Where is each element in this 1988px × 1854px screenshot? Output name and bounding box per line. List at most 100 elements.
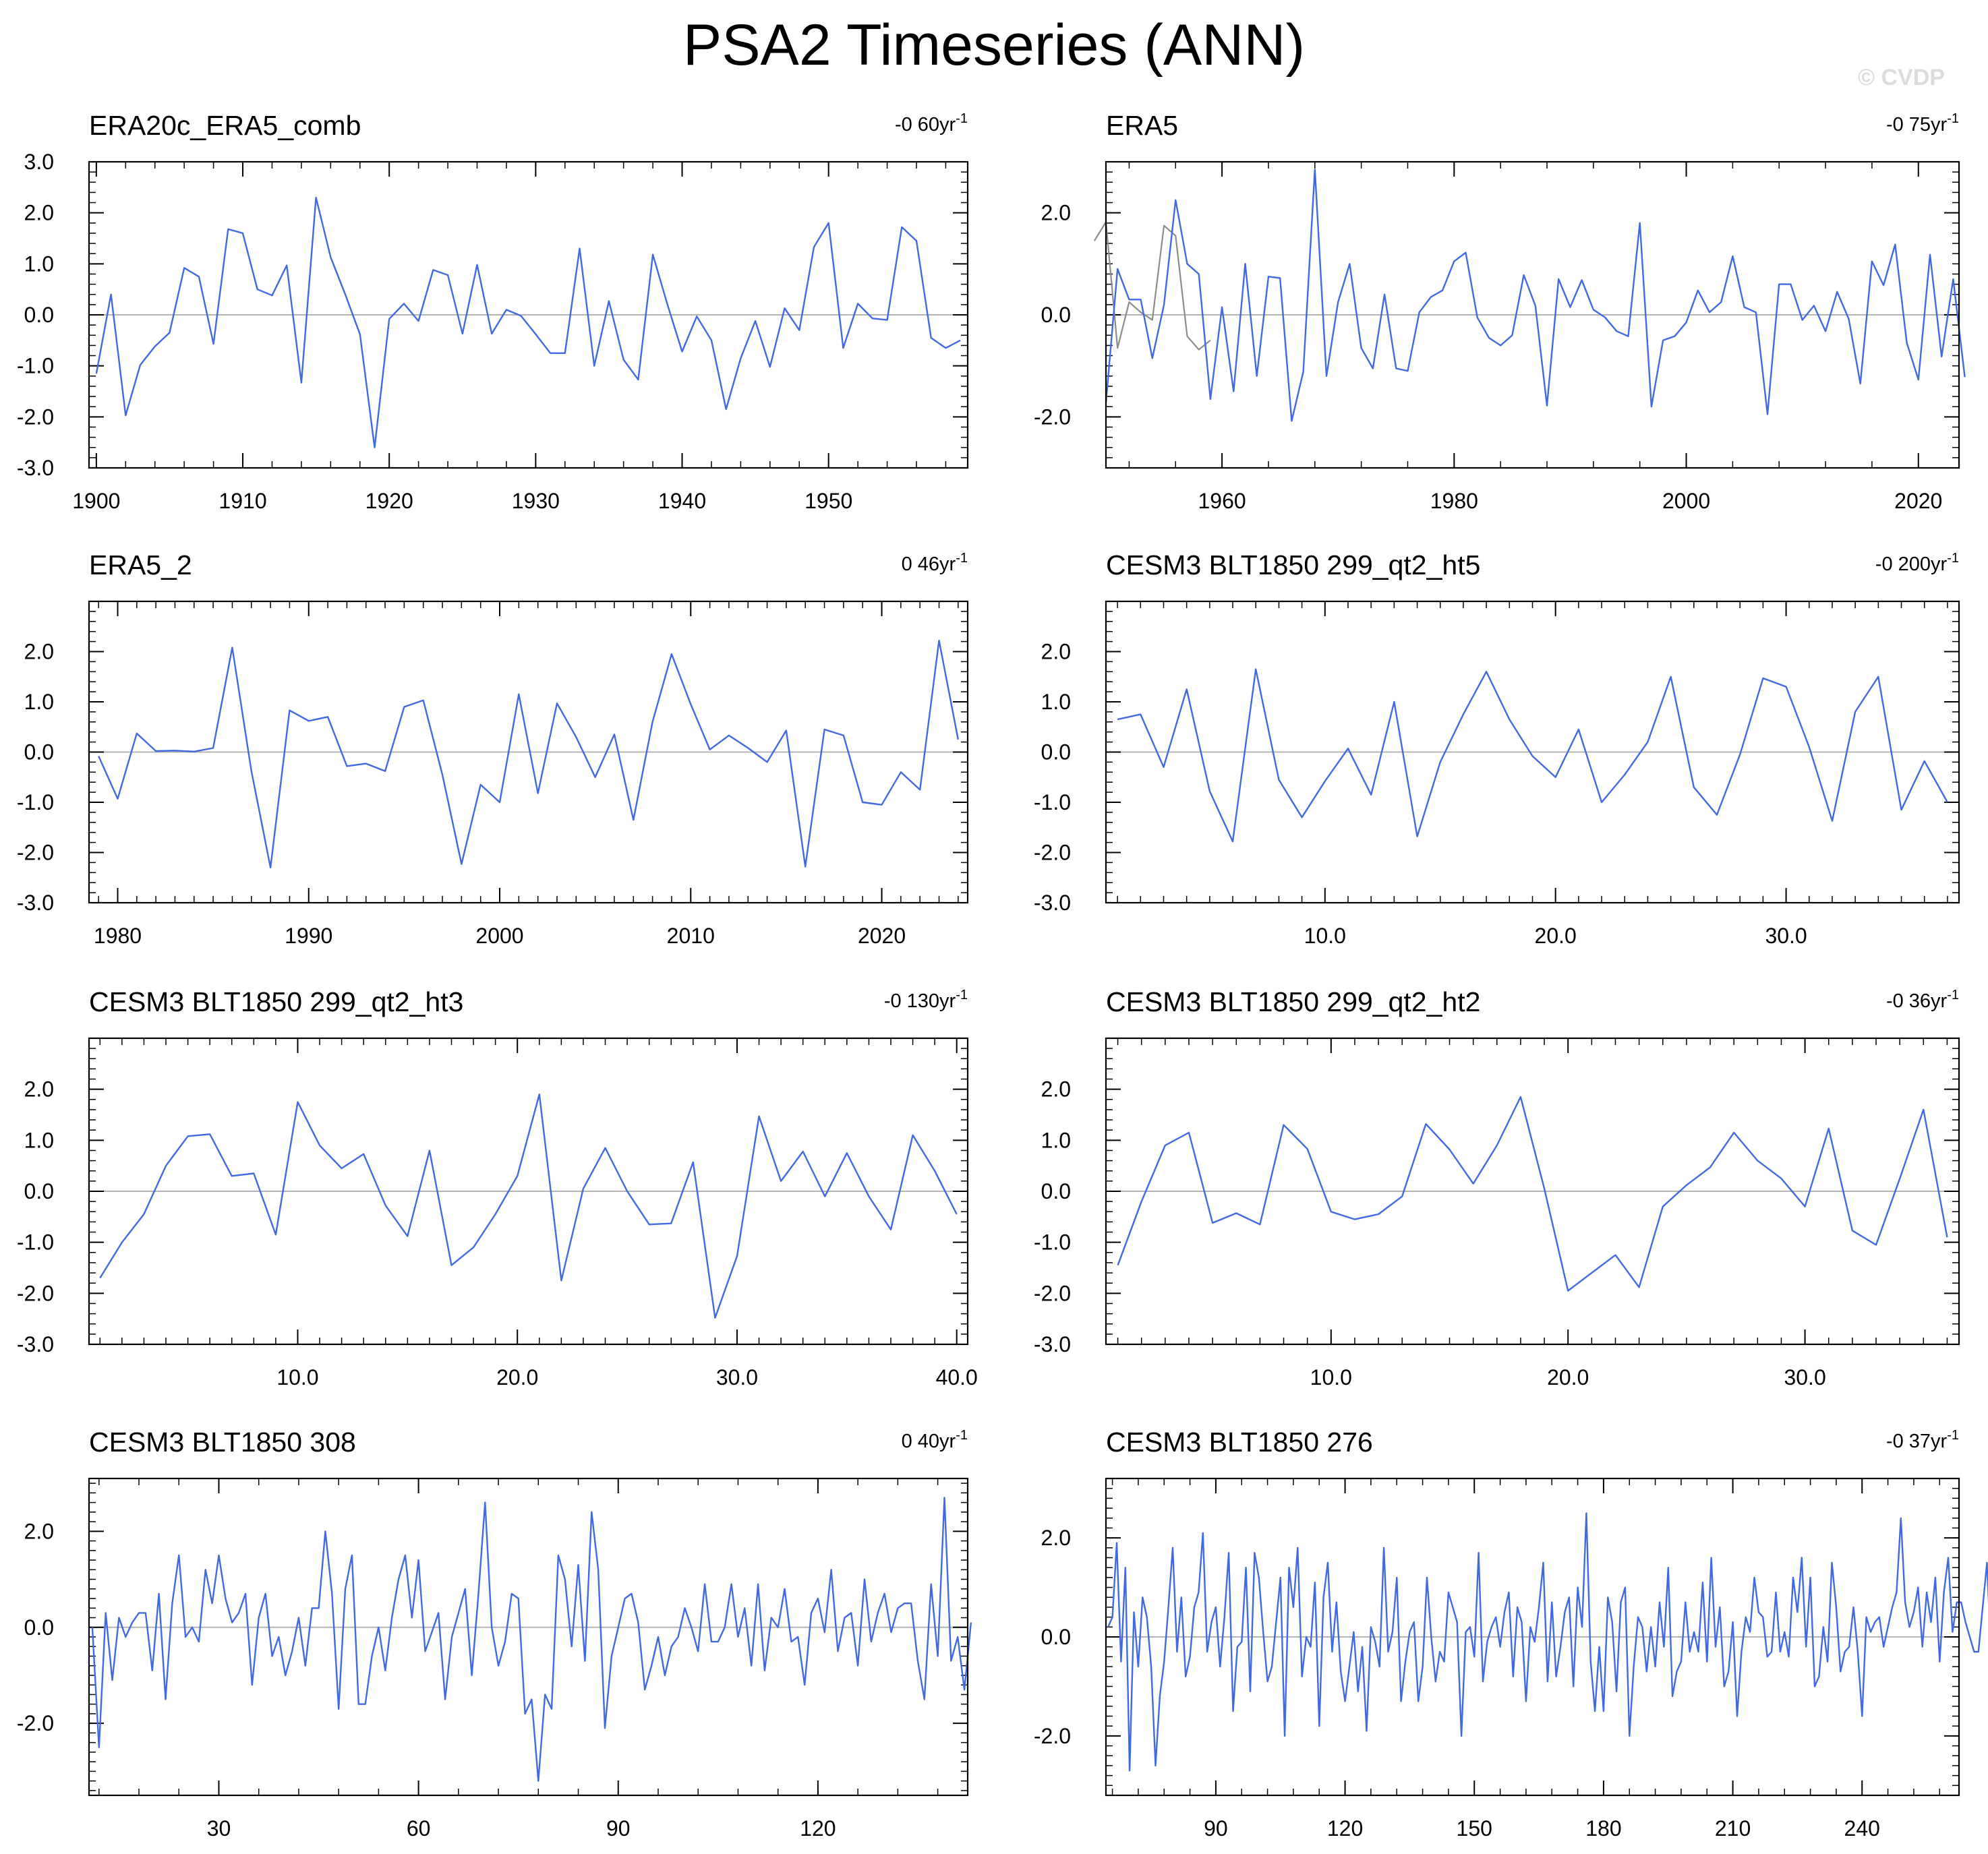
- trend-value: -0 60yr: [895, 114, 956, 136]
- trend-value: 0 46yr: [902, 554, 956, 575]
- trend-value: -0 36yr: [1886, 990, 1948, 1012]
- trend-unit-sup: -1: [956, 111, 968, 126]
- trend-unit-sup: -1: [956, 1428, 968, 1443]
- plot-frame: [88, 160, 969, 469]
- y-tick-label: -3.0: [17, 891, 54, 915]
- plot-frame: [88, 1037, 969, 1346]
- y-tick-label: 2.0: [24, 201, 54, 225]
- panel-title: CESM3 BLT1850 299_qt2_ht5: [1106, 549, 1480, 580]
- x-tick-label: 120: [800, 1816, 836, 1841]
- y-tick-label: 2.0: [1041, 1077, 1071, 1102]
- x-tick-label: 60: [407, 1816, 431, 1841]
- trend-label: -0 200yr-1: [1875, 551, 1959, 575]
- y-tick-label: 0.0: [24, 740, 54, 765]
- x-tick-label: 180: [1585, 1816, 1621, 1841]
- x-tick-label: 2020: [1894, 489, 1942, 513]
- y-tick-label: 1.0: [1041, 1128, 1071, 1152]
- watermark: © CVDP: [1858, 65, 1945, 90]
- series-line: [1105, 169, 1966, 422]
- y-tick-label: -2.0: [17, 841, 54, 865]
- x-tick-label: 1920: [366, 489, 413, 513]
- panel-title: CESM3 BLT1850 299_qt2_ht2: [1106, 986, 1480, 1017]
- trend-value: -0 37yr: [1886, 1431, 1948, 1452]
- series-line: [95, 196, 961, 448]
- x-tick-label: 30: [207, 1816, 231, 1841]
- plot-frame: [1105, 600, 1960, 904]
- panel-3: ERA5_2 0 46yr-1 1980 1990 2000 2010 2020 2.0 1.0…: [17, 549, 969, 948]
- y-tick-label: 1.0: [24, 690, 54, 714]
- x-tick-label: 2000: [475, 924, 523, 948]
- series-line: [98, 639, 959, 869]
- panel-title: ERA5_2: [89, 549, 192, 580]
- y-tick-label: 0.0: [1041, 740, 1071, 765]
- x-tick-label: 10.0: [1304, 924, 1346, 948]
- x-tick-label: 90: [606, 1816, 631, 1841]
- y-tick-label: 0.0: [24, 303, 54, 327]
- panel-title: ERA5: [1106, 110, 1178, 141]
- panel-2: ERA5 -0 75yr-1 1960 1980 2000 2020 2.0 0.0 -2.0: [1034, 110, 1966, 513]
- y-tick-label: 0.0: [1041, 303, 1071, 327]
- y-tick-label: 2.0: [1041, 201, 1071, 225]
- x-tick-label: 1900: [72, 489, 120, 513]
- trend-value: 0 40yr: [902, 1431, 956, 1452]
- trend-label: -0 36yr-1: [1886, 988, 1959, 1012]
- y-tick-label: 1.0: [24, 1128, 54, 1152]
- x-tick-label: 90: [1204, 1816, 1228, 1841]
- y-tick-label: -2.0: [17, 1281, 54, 1305]
- x-tick-label: 1910: [218, 489, 266, 513]
- y-tick-label: 0.0: [24, 1615, 54, 1640]
- x-tick-label: 1990: [285, 924, 332, 948]
- trend-unit-sup: -1: [1947, 988, 1959, 1003]
- x-tick-label: 10.0: [1310, 1365, 1352, 1389]
- x-tick-label: 150: [1457, 1816, 1492, 1841]
- trend-label: 0 46yr-1: [902, 551, 968, 575]
- y-tick-label: -1.0: [17, 1230, 54, 1255]
- panel-title: CESM3 BLT1850 299_qt2_ht3: [89, 986, 463, 1017]
- panel-8: CESM3 BLT1850 276 -0 37yr-1 90 120 150 180 210…: [1034, 1427, 1988, 1841]
- x-tick-label: 1950: [805, 489, 852, 513]
- y-tick-label: 2.0: [24, 1519, 54, 1543]
- series-line: [1117, 1096, 1948, 1292]
- x-tick-label: 210: [1715, 1816, 1751, 1841]
- panel-6: CESM3 BLT1850 299_qt2_ht2 -0 36yr-1 10.0 20…: [1034, 986, 1960, 1389]
- y-tick-label: -1.0: [17, 354, 54, 378]
- panel-5: CESM3 BLT1850 299_qt2_ht3 -0 130yr-1 10.0 2…: [17, 986, 978, 1389]
- y-tick-label: -1.0: [1034, 1230, 1071, 1255]
- y-tick-label: -2.0: [1034, 405, 1071, 429]
- x-tick-label: 1940: [658, 489, 706, 513]
- y-tick-label: -3.0: [1034, 891, 1071, 915]
- y-tick-label: 2.0: [24, 640, 54, 664]
- plot-frame: [1105, 160, 1960, 469]
- panel-title: CESM3 BLT1850 308: [89, 1427, 356, 1458]
- x-tick-label: 2000: [1662, 489, 1710, 513]
- panel-title: CESM3 BLT1850 276: [1106, 1427, 1373, 1458]
- y-tick-label: 2.0: [24, 1077, 54, 1102]
- y-tick-label: 0.0: [1041, 1625, 1071, 1649]
- x-tick-label: 2010: [667, 924, 715, 948]
- trend-value: -0 200yr: [1875, 554, 1948, 575]
- x-tick-label: 2020: [858, 924, 906, 948]
- x-tick-label: 1960: [1198, 489, 1246, 513]
- x-tick-label: 1980: [94, 924, 142, 948]
- x-tick-label: 30.0: [1765, 924, 1807, 948]
- y-tick-label: 0.0: [24, 1179, 54, 1203]
- x-tick-label: 240: [1844, 1816, 1880, 1841]
- y-tick-label: -2.0: [17, 405, 54, 429]
- trend-unit-sup: -1: [1947, 111, 1959, 126]
- x-tick-label: 1930: [512, 489, 560, 513]
- series-line: [1107, 1512, 1988, 1772]
- y-tick-label: 1.0: [1041, 690, 1071, 714]
- series-line: [1117, 668, 1948, 843]
- trend-label: -0 75yr-1: [1886, 111, 1959, 136]
- x-tick-label: 30.0: [1784, 1365, 1825, 1389]
- y-tick-label: -2.0: [1034, 1281, 1071, 1305]
- y-tick-label: 0.0: [1041, 1179, 1071, 1203]
- trend-label: 0 40yr-1: [902, 1428, 968, 1452]
- plot-frame: [88, 600, 969, 904]
- y-tick-label: 1.0: [24, 251, 54, 276]
- trend-label: -0 37yr-1: [1886, 1428, 1959, 1452]
- y-tick-label: -1.0: [17, 790, 54, 814]
- trend-unit-sup: -1: [1947, 1428, 1959, 1443]
- trend-value: -0 130yr: [884, 990, 956, 1012]
